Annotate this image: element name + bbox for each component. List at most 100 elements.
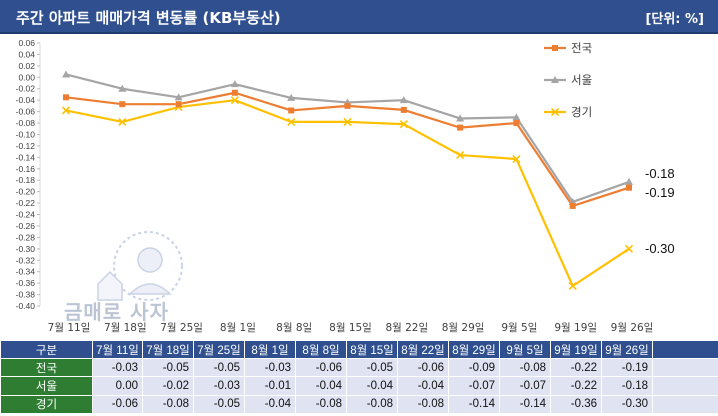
table-header-cell: 8월 15일 <box>346 340 398 359</box>
y-tick-label: -0.24 <box>16 210 36 220</box>
row-label: 전국 <box>0 357 93 378</box>
table-cell: -0.04 <box>397 376 449 396</box>
point-marker-triangle <box>118 84 127 92</box>
point-marker-triangle <box>551 76 559 83</box>
point-marker-x <box>512 154 521 164</box>
chart-header: 주간 아파트 매매가격 변동률 (KB부동산) [단위: %] <box>0 0 718 34</box>
table-cell: -0.05 <box>142 357 194 378</box>
table-cell: -0.09 <box>448 357 500 378</box>
x-tick-label: 9월 19일 <box>554 321 597 334</box>
y-tick-label: -0.30 <box>16 244 36 254</box>
point-marker-x <box>61 106 71 115</box>
table-cell: 0.00 <box>92 376 143 396</box>
table-cell: -0.06 <box>397 357 449 378</box>
point-marker-x <box>287 117 296 126</box>
point-marker-triangle <box>287 93 296 101</box>
legend-label: 전국 <box>571 41 592 55</box>
table-cell: -0.06 <box>295 357 347 378</box>
y-tick-label: -0.22 <box>16 198 36 208</box>
x-tick-label: 8월 22일 <box>385 321 428 334</box>
y-tick-label: -0.06 <box>16 107 36 117</box>
table-cell: -0.05 <box>193 394 245 415</box>
point-marker-square <box>63 94 69 101</box>
table-cell <box>652 394 718 415</box>
point-marker-square <box>626 184 632 191</box>
y-tick-label: -0.32 <box>16 255 36 265</box>
point-marker-square <box>400 106 407 113</box>
point-marker-triangle <box>456 114 465 122</box>
y-axis: 0.060.040.020.00-0.02-0.04-0.06-0.08-0.1… <box>16 38 41 311</box>
legend-label: 경기 <box>571 105 592 119</box>
point-marker-triangle <box>230 80 239 88</box>
table-cell: -0.08 <box>142 394 194 415</box>
point-marker-x <box>399 120 408 129</box>
point-marker-square <box>569 202 576 209</box>
table-header-cell: 8월 8일 <box>295 340 347 359</box>
table-cell: -0.07 <box>448 376 500 396</box>
y-tick-label: 0.04 <box>18 49 35 59</box>
table-cell: -0.07 <box>499 376 551 396</box>
x-tick-label: 8월 29일 <box>442 321 485 334</box>
table-cell: -0.05 <box>193 357 245 378</box>
table-cell: -0.08 <box>295 394 347 415</box>
y-tick-label: -0.38 <box>16 290 36 300</box>
point-marker-x <box>343 117 352 126</box>
table-cell: -0.08 <box>346 394 398 415</box>
point-marker-square <box>288 107 295 114</box>
y-tick-label: -0.20 <box>16 187 36 197</box>
y-tick-label: -0.08 <box>16 118 36 128</box>
table-cell: -0.04 <box>295 376 347 396</box>
table-cell: -0.19 <box>601 357 653 378</box>
table-cell <box>652 357 718 378</box>
point-marker-triangle <box>174 93 183 101</box>
table-cell: -0.18 <box>601 376 653 396</box>
chart-title: 주간 아파트 매매가격 변동률 (KB부동산) <box>16 9 281 27</box>
series-line-1 <box>65 73 630 204</box>
table-header-cell: 8월 1일 <box>244 340 296 359</box>
point-marker-x <box>550 107 560 117</box>
table-header-cell: 9월 19일 <box>550 340 602 359</box>
table-row: 전국 -0.03 -0.05 -0.05 -0.03 -0.06 -0.05 -… <box>0 357 718 378</box>
x-tick-label: 7월 11일 <box>48 321 91 334</box>
end-value-label: -0.30 <box>645 241 675 256</box>
point-marker-triangle <box>625 177 633 185</box>
table-cell <box>652 376 718 396</box>
table-cell: -0.04 <box>346 376 398 396</box>
x-tick-label: 8월 15일 <box>329 321 372 334</box>
table-row: 서울 0.00 -0.02 -0.03 -0.01 -0.04 -0.04 -0… <box>0 376 718 396</box>
y-tick-label: -0.40 <box>16 301 36 311</box>
point-marker-x <box>118 117 127 126</box>
table-header-cell: 8월 29일 <box>448 340 500 359</box>
table-cell: -0.03 <box>244 357 296 378</box>
series-line-0 <box>65 91 630 208</box>
x-tick-label: 7월 18일 <box>104 321 147 334</box>
point-marker-square <box>513 120 520 127</box>
point-marker-square <box>344 102 351 109</box>
row-label: 서울 <box>0 376 93 396</box>
legend-label: 서울 <box>571 73 592 87</box>
point-marker-x <box>456 150 465 160</box>
y-tick-label: -0.28 <box>16 232 36 242</box>
x-tick-label: 7월 25일 <box>160 321 203 334</box>
table-cell: -0.08 <box>397 394 449 415</box>
x-axis: 7월 11일 7월 18일 7월 25일 8월 1일 8월 8일 8월 15일 8월 22일… <box>48 321 654 334</box>
table-cell: -0.30 <box>601 394 653 415</box>
table-cell: -0.03 <box>92 357 143 378</box>
y-tick-label: -0.04 <box>16 95 36 105</box>
table-cell: -0.04 <box>244 394 296 415</box>
table-cell: -0.14 <box>499 394 551 415</box>
x-tick-label: 8월 1일 <box>220 321 256 334</box>
table-cell: -0.22 <box>550 357 602 378</box>
point-marker-square <box>231 89 238 96</box>
x-tick-label: 9월 5일 <box>501 321 537 334</box>
table-header-cell: 9월 5일 <box>499 340 551 359</box>
point-marker-x <box>624 244 634 253</box>
point-marker-triangle <box>62 70 70 78</box>
end-labels: -0.18 -0.19 -0.30 <box>645 166 675 256</box>
end-value-label: -0.19 <box>645 185 675 200</box>
point-marker-square <box>175 101 182 108</box>
x-tick-label: 8월 8일 <box>276 321 312 334</box>
y-tick-label: -0.14 <box>16 152 36 162</box>
point-marker-square <box>552 45 558 51</box>
